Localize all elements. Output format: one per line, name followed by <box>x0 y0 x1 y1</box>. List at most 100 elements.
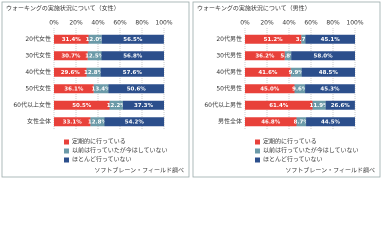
x-tick-label: 40% <box>282 20 296 27</box>
x-tick-label: 100% <box>346 20 363 27</box>
value-label: 50.5% <box>72 103 92 109</box>
bar-segment <box>305 84 355 94</box>
value-label: 61.4% <box>269 103 289 109</box>
value-label: 36.1% <box>64 87 84 93</box>
legend-label: 定期的に行っている <box>263 138 317 146</box>
value-label: 12.0% <box>86 37 106 43</box>
y-tick-label: 60代以上女性 <box>13 101 51 109</box>
bar-segment <box>325 100 355 110</box>
x-tick-label: 80% <box>326 20 340 27</box>
value-label: 45.0% <box>260 87 280 93</box>
legend-label: 定期的に行っている <box>72 138 126 146</box>
y-tick-label: 50代女性 <box>25 84 51 92</box>
x-tick-label: 60% <box>304 20 318 27</box>
value-label: 50.6% <box>127 87 147 93</box>
bar-segment <box>101 51 164 61</box>
bar-segment <box>87 51 102 61</box>
value-label: 56.5% <box>123 37 143 43</box>
value-label: 31.4% <box>62 37 82 43</box>
bar-segment <box>100 67 164 77</box>
bar-segment <box>54 34 89 44</box>
value-label: 48.5% <box>319 70 339 76</box>
chart-title: ウォーキングの実施状況について（男性） <box>197 5 311 13</box>
bar-segment <box>284 51 292 61</box>
value-label: 58.0% <box>314 54 334 60</box>
bar-segment <box>54 100 110 110</box>
bar-segment <box>86 67 101 77</box>
value-label: 45.3% <box>320 87 340 93</box>
y-tick-label: 女性全体 <box>27 117 51 125</box>
legend-label: ほとんど行っていない <box>263 156 323 164</box>
source-note: ソフトブレーン・フィールド調べ <box>285 167 375 175</box>
bar-segment <box>88 34 102 44</box>
value-label: 56.8% <box>123 54 143 60</box>
value-label: 54.2% <box>125 120 145 126</box>
bar-segment <box>245 51 285 61</box>
bar-segment <box>108 84 165 94</box>
value-label: 13.4% <box>92 87 112 93</box>
x-tick-label: 80% <box>135 20 149 27</box>
value-label: 5.8% <box>280 54 296 60</box>
value-label: 33.1% <box>63 120 83 126</box>
value-label: 37.3% <box>134 103 154 109</box>
page: ウォーキングの実施状況について（女性） 0% 20% 40% 60% 80% 100% 20代… <box>1 1 381 178</box>
bar-segment <box>54 67 87 77</box>
bar-segment <box>109 100 123 110</box>
x-tick-label: 40% <box>91 20 105 27</box>
legend-swatch <box>64 139 69 145</box>
legend-swatch <box>64 157 69 163</box>
bar-segment <box>54 117 91 127</box>
bar-segment <box>245 67 291 77</box>
bar-segment <box>291 51 355 61</box>
value-label: 30.7% <box>61 54 81 60</box>
value-label: 45.1% <box>321 37 341 43</box>
bar-segment <box>122 100 164 110</box>
value-label: 12.2% <box>107 103 127 109</box>
value-label: 36.2% <box>255 54 275 60</box>
y-tick-label: 60代以上男性 <box>204 101 242 109</box>
bar-segment <box>101 34 164 44</box>
y-tick-label: 男性全体 <box>218 117 242 125</box>
bar-segment <box>312 100 326 110</box>
source-note: ソフトブレーン・フィールド調べ <box>94 167 184 175</box>
value-label: 46.8% <box>261 120 281 126</box>
y-tick-label: 40代男性 <box>216 68 242 76</box>
value-label: 29.6% <box>61 70 81 76</box>
bar-segment <box>54 51 88 61</box>
value-label: 9.6% <box>292 87 308 93</box>
x-tick-label: 20% <box>69 20 83 27</box>
bar-segment <box>245 100 313 110</box>
y-tick-label: 50代男性 <box>216 84 242 92</box>
x-tick-label: 0% <box>240 20 250 27</box>
legend-swatch <box>64 148 69 154</box>
bar-segment <box>296 117 307 127</box>
bar-segment <box>245 34 302 44</box>
bar-segment <box>294 84 306 94</box>
bar-segment <box>301 34 306 44</box>
bar-segment <box>90 117 105 127</box>
value-label: 44.5% <box>321 120 341 126</box>
value-label: 57.6% <box>123 70 143 76</box>
legend-label: 以前は行っていたが今はしていない <box>72 147 168 155</box>
x-tick-label: 100% <box>155 20 172 27</box>
y-tick-label: 40代女性 <box>25 68 51 76</box>
value-label: 3.7% <box>296 37 312 43</box>
bar-segment <box>54 84 94 94</box>
legend-label: 以前は行っていたが今はしていない <box>263 147 359 155</box>
y-tick-label: 30代男性 <box>216 51 242 59</box>
bar-segment <box>301 67 355 77</box>
bar-segment <box>290 67 302 77</box>
bar-segment <box>245 84 295 94</box>
value-label: 12.8% <box>84 70 104 76</box>
y-tick-label: 30代女性 <box>25 51 51 59</box>
bar-segment <box>93 84 109 94</box>
x-tick-label: 60% <box>113 20 127 27</box>
value-label: 26.6% <box>331 103 351 109</box>
legend-swatch <box>255 148 260 154</box>
value-label: 12.8% <box>88 120 108 126</box>
x-tick-label: 0% <box>49 20 59 27</box>
bar-segment <box>245 117 297 127</box>
value-label: 8.7% <box>294 120 310 126</box>
value-label: 12.5% <box>85 54 105 60</box>
y-tick-label: 20代男性 <box>216 35 242 43</box>
